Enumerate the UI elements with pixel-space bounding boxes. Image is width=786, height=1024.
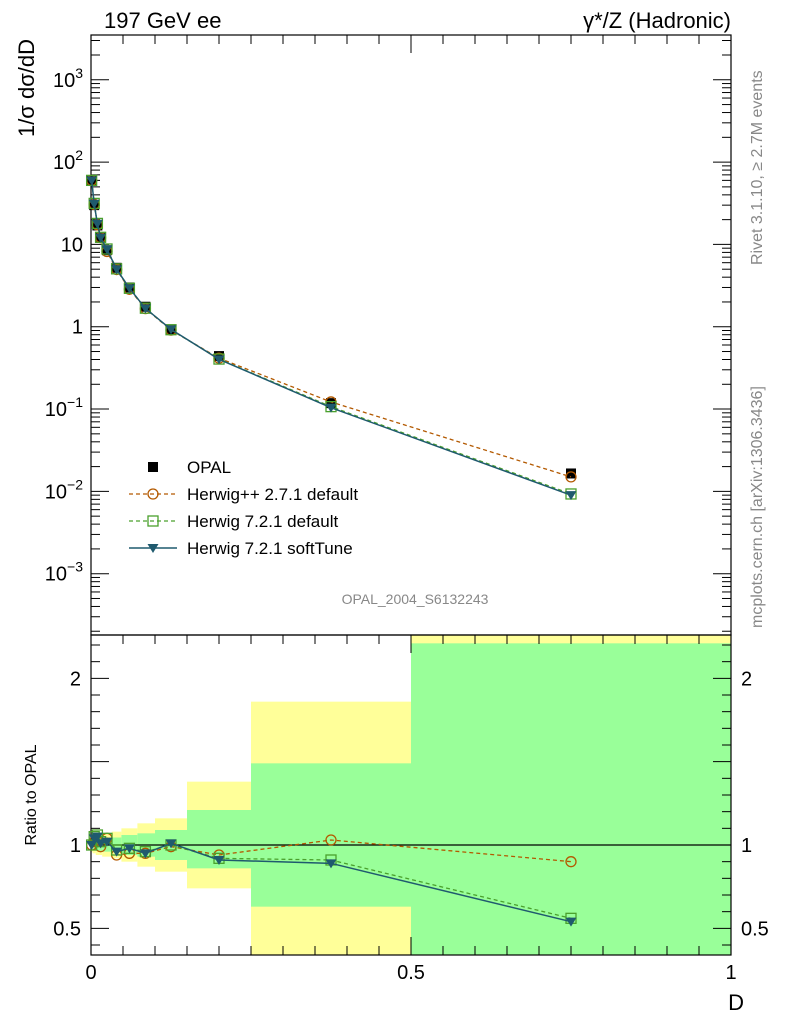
main-point-softtune [91,219,103,229]
main-y-tick-label: 10−2 [45,476,83,503]
main-ylabel: 1/σ dσ/dD [14,39,39,137]
rivet-version-text: Rivet 3.1.10, ≥ 2.7M events [749,70,766,265]
main-line-herwigpp [90,180,572,478]
main-series-data [86,175,576,479]
ratio-uncertainty-bands [91,635,731,955]
ratio-point-softtune [139,849,151,859]
main-series [85,174,577,501]
x-axis-ticks: 0 0.5 1 [85,35,737,984]
main-line-herwig721 [90,180,572,495]
main-point-herwigpp [565,471,577,483]
ratio-series-softtune [86,832,577,927]
main-point-herwig721 [123,282,136,294]
main-y-tick-label: 10−1 [45,394,83,421]
xlabel: D [728,990,744,1015]
main-point-softtune [86,176,98,186]
ratio-y-tick-label-right: 1 [741,835,752,857]
ratio-y-tick-label-left: 0.5 [53,918,81,940]
legend-label: Herwig 7.2.1 softTune [187,539,353,558]
legend-entry: Herwig++ 2.7.1 default [129,485,358,504]
ratio-ylabel: Ratio to OPAL [23,744,40,845]
main-y-ticks: 10−3 10−2 10−1 1 10 102 103 [45,40,731,632]
main-y-tick-label: 103 [53,65,83,92]
legend-label: Herwig 7.2.1 default [187,512,338,531]
x-tick-label: 0.5 [397,962,425,984]
legend-label: Herwig++ 2.7.1 default [187,485,358,504]
main-point-softtune [139,304,151,314]
legend-marker [147,488,159,500]
header-left: 197 GeV ee [104,8,221,33]
ratio-point-herwigpp [565,856,577,868]
main-y-tick-label: 10 [61,234,83,256]
ratio-point-softtune [123,844,135,854]
ratio-point-herwigpp [325,834,337,846]
ratio-point-softtune [111,847,123,857]
ratio-line-herwigpp [91,837,572,863]
ratio-point-softtune [165,839,177,849]
main-y-tick-label: 10−3 [45,559,83,586]
main-point-data [566,468,576,479]
legend-entry: OPAL [148,458,231,477]
legend-marker [148,462,158,472]
main-point-softtune [213,355,225,365]
main-series-softtune [86,176,577,501]
main-point-herwig721 [165,324,177,336]
ratio-y-tick-label-left: 2 [70,668,81,690]
ratio-point-softtune [325,859,337,869]
main-series-herwig721 [85,174,577,500]
main-point-softtune [111,265,123,275]
ratio-band-inner [411,643,731,955]
ratio-point-softtune [101,837,113,847]
main-y-tick-label: 102 [53,147,83,174]
main-y-tick-label: 1 [72,317,83,339]
legend-label: OPAL [187,458,231,477]
ratio-series [85,829,577,927]
main-point-softtune [88,199,100,209]
main-point-softtune [123,284,135,294]
ratio-point-softtune [565,917,577,927]
analysis-watermark: OPAL_2004_S6132243 [342,591,489,607]
ratio-y-tick-label-right: 0.5 [741,918,769,940]
header-right: γ*/Z (Hadronic) [583,8,731,33]
main-point-data [326,398,336,409]
ratio-point-softtune [213,856,225,865]
ratio-point-softtune [86,841,98,850]
legend: OPAL Herwig++ 2.7.1 default Herwig 7.2.1 d… [129,458,358,558]
ratio-y-tick-label-right: 2 [741,668,752,690]
main-series-herwigpp [85,174,577,483]
main-point-softtune [101,245,113,255]
ratio-y-ticks: 0.5 0.5 1 1 2 2 [53,644,769,946]
legend-marker [147,544,159,553]
mcplots-credit-text: mcplots.cern.ch [arXiv:1306.3436] [749,386,766,628]
ratio-point-softtune [95,839,107,849]
legend-entry: Herwig 7.2.1 default [129,512,338,531]
main-point-softtune [165,325,177,335]
main-point-softtune [95,233,107,243]
main-line-softtune [90,180,572,496]
ratio-point-softtune [91,832,103,842]
main-point-softtune [325,403,337,413]
legend-entry: Herwig 7.2.1 softTune [129,539,353,558]
main-point-softtune [565,491,577,501]
x-tick-label: 1 [725,962,736,984]
ratio-y-tick-label-left: 1 [70,835,81,857]
legend-marker [147,515,159,527]
x-tick-label: 0 [85,962,96,984]
